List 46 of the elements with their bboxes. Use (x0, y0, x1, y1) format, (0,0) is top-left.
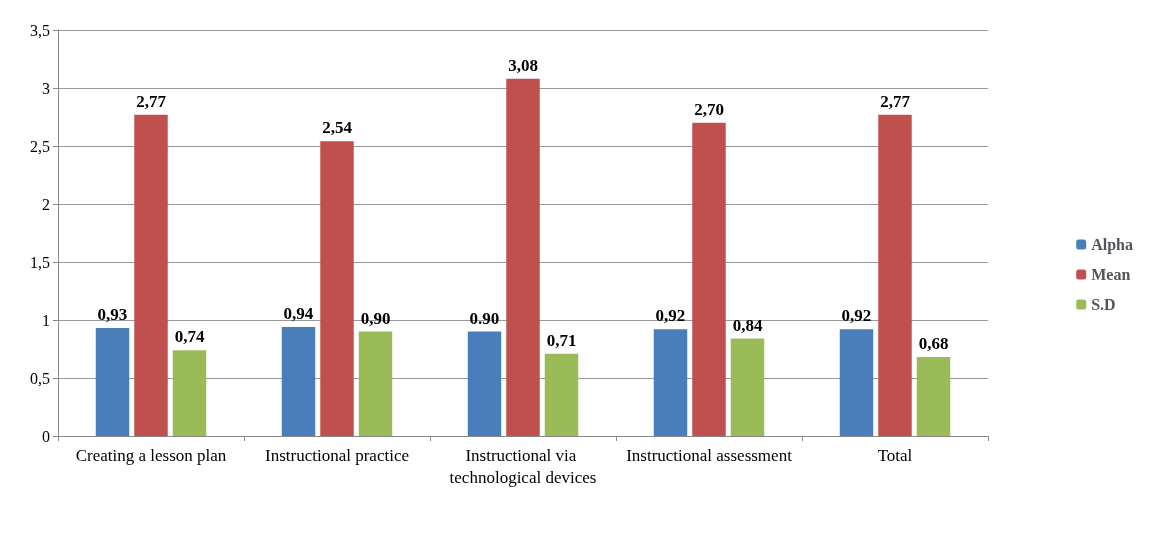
data-label: 0.90 (469, 308, 500, 328)
bar (916, 357, 951, 436)
y-tick-label: 1,5 (30, 253, 50, 271)
y-tick-label: 1 (42, 311, 50, 329)
bar (878, 114, 912, 436)
data-label: 0,93 (97, 305, 128, 325)
data-label: 0,94 (283, 303, 314, 323)
y-tick-label: 0 (42, 427, 50, 445)
bar (544, 353, 579, 436)
y-tick-label: 3 (42, 79, 50, 97)
data-label: 0,92 (655, 306, 686, 326)
bar (172, 350, 207, 436)
bar (839, 329, 874, 436)
bar (692, 122, 726, 436)
bar (730, 338, 765, 436)
legend-label: Mean (1091, 266, 1131, 283)
data-label: 2,77 (880, 91, 911, 111)
y-tick-label: 0,5 (30, 369, 50, 387)
y-tick-label: 2 (42, 195, 50, 213)
bar (134, 114, 168, 436)
data-label: 0,68 (918, 334, 949, 354)
bar (95, 328, 130, 436)
x-tick-label: Total (877, 445, 913, 465)
data-label: 0,71 (546, 330, 577, 350)
x-tick-label: Creating a lesson plan (75, 445, 227, 465)
bar (653, 329, 688, 436)
bar (467, 331, 502, 436)
legend-label: Alpha (1091, 236, 1133, 254)
x-tick-label: Instructional assessment (626, 445, 793, 465)
data-label: 0,92 (841, 306, 872, 326)
data-label: 2,70 (694, 99, 724, 119)
bar (506, 78, 540, 436)
legend-label: S.D (1091, 296, 1116, 313)
x-tick-label: Instructional practice (265, 445, 409, 465)
data-label: 3,08 (508, 55, 538, 75)
y-tick-label: 2,5 (30, 137, 50, 155)
x-tick-label: Instructional via technological devices (449, 445, 597, 487)
bar (281, 326, 316, 436)
bar (320, 141, 354, 436)
bar (358, 331, 393, 436)
data-label: 2,77 (136, 91, 167, 111)
y-tick-label: 3,5 (30, 21, 50, 39)
data-label: 0,84 (732, 315, 763, 335)
data-label: 0,74 (174, 327, 205, 347)
data-label: 0,90 (360, 308, 391, 328)
data-label: 2,54 (322, 118, 353, 138)
